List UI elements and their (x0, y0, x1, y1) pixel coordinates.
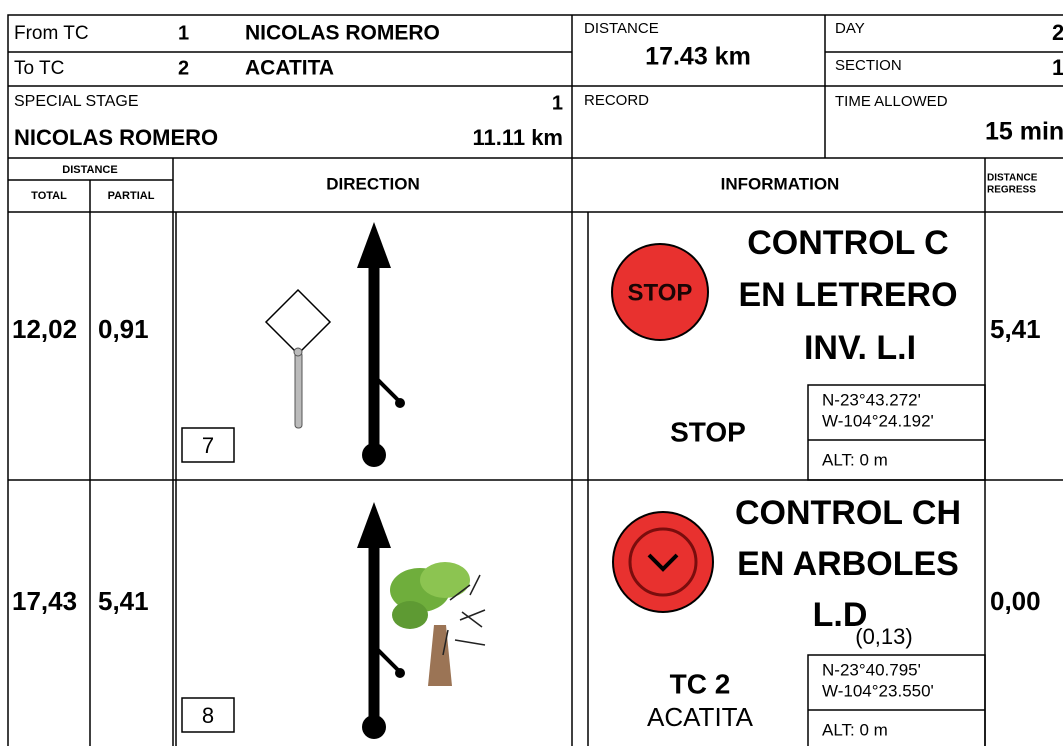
label: DAY (835, 20, 865, 37)
column-header: INFORMATION (721, 174, 840, 193)
column-header: REGRESS (987, 185, 1036, 196)
stop-icon (611, 243, 709, 341)
gps: N-23°40.795' (822, 660, 921, 679)
box-number: 7 (202, 433, 214, 458)
note: (0,13) (855, 624, 912, 649)
value: 11.11 km (472, 125, 563, 150)
direction-arrow (357, 502, 405, 739)
label: DISTANCE (584, 20, 659, 37)
info-line: INV. L.I (804, 329, 916, 367)
total-distance: 12,02 (12, 314, 77, 344)
column-header: DISTANCE (987, 173, 1038, 184)
regress-distance: 5,41 (990, 314, 1041, 344)
info-line: L.D (813, 596, 868, 634)
column-header: DIRECTION (326, 174, 420, 193)
label: TIME ALLOWED (835, 93, 948, 110)
outer-border (7, 14, 1063, 751)
gps-box (807, 384, 986, 481)
box-number: 8 (202, 703, 214, 728)
number-box (181, 427, 235, 463)
value: 2 (1052, 20, 1063, 45)
value: ACATITA (245, 57, 334, 80)
label: From TC (14, 23, 89, 44)
tree-icon (390, 562, 486, 686)
partial-distance: 0,91 (98, 314, 149, 344)
column-header: DISTANCE (62, 164, 117, 176)
partial-distance: 5,41 (98, 586, 149, 616)
gps: N-23°43.272' (822, 390, 921, 409)
label: SPECIAL STAGE (14, 93, 138, 110)
label: SECTION (835, 57, 902, 74)
caption: ACATITA (647, 702, 754, 732)
value: 1 (1052, 55, 1063, 80)
gps: W-104°23.550' (822, 681, 934, 700)
total-distance: 17,43 (12, 586, 77, 616)
grid (7, 14, 1063, 751)
label: To TC (14, 58, 64, 79)
label: RECORD (584, 92, 649, 109)
value: 2 (178, 57, 189, 79)
gps: W-104°24.192' (822, 411, 934, 430)
direction-arrow (357, 222, 405, 467)
altitude: ALT: 0 m (822, 720, 888, 739)
caption: STOP (670, 416, 746, 447)
value: NICOLAS ROMERO (14, 125, 218, 150)
column-header: TOTAL (31, 190, 67, 202)
value: NICOLAS ROMERO (245, 22, 440, 45)
sign-icon (264, 288, 332, 429)
sign-text: STOP (628, 279, 693, 306)
value: 15 min (985, 118, 1063, 146)
column-header: PARTIAL (108, 190, 155, 202)
altitude: ALT: 0 m (822, 450, 888, 469)
info-line: EN LETRERO (738, 276, 957, 314)
regress-distance: 0,00 (990, 586, 1041, 616)
control-icon (612, 511, 714, 613)
caption: TC 2 (670, 668, 731, 699)
info-line: EN ARBOLES (737, 545, 959, 583)
number-box (181, 697, 235, 733)
value: 1 (178, 22, 189, 44)
value: 1 (552, 92, 563, 114)
value: 17.43 km (645, 43, 751, 71)
info-line: CONTROL CH (735, 494, 961, 532)
info-line: CONTROL C (747, 224, 948, 262)
